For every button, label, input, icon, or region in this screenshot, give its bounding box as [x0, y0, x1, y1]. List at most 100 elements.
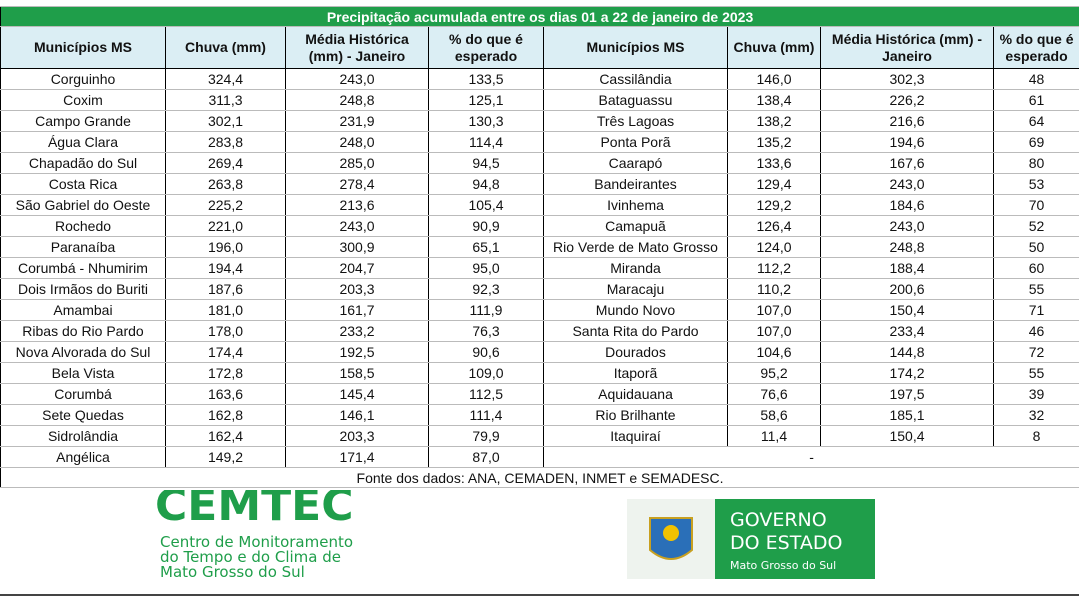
historical-mean: 233,4	[820, 320, 994, 342]
percent-expected: 70	[992, 194, 1079, 216]
empty-cell: -	[542, 446, 1079, 468]
historical-mean: 203,3	[285, 278, 429, 300]
percent-expected: 55	[992, 278, 1079, 300]
historical-mean: 248,8	[285, 89, 429, 111]
rain-mm: 178,0	[165, 320, 286, 342]
historical-mean: 302,3	[820, 68, 994, 90]
rain-mm: 283,8	[165, 131, 286, 153]
historical-mean: 233,2	[285, 320, 429, 342]
percent-expected: 60	[992, 257, 1079, 279]
rain-mm: 133,6	[727, 152, 821, 174]
rain-mm: 138,4	[727, 89, 821, 111]
municipality: Bela Vista	[0, 362, 166, 384]
historical-mean: 192,5	[285, 341, 429, 363]
table-row: Água Clara 283,8 248,0 114,4 Ponta Porã 135,2…	[0, 131, 1079, 153]
historical-mean: 226,2	[820, 89, 994, 111]
historical-mean: 150,4	[820, 425, 994, 447]
column-header: Chuva (mm)	[727, 26, 821, 69]
percent-expected: 50	[992, 236, 1079, 258]
historical-mean: 194,6	[820, 131, 994, 153]
percent-expected: 80	[992, 152, 1079, 174]
historical-mean: 184,6	[820, 194, 994, 216]
municipality: Caarapó	[543, 152, 728, 174]
municipality: Santa Rita do Pardo	[543, 320, 728, 342]
historical-mean: 167,6	[820, 152, 994, 174]
municipality: Itaquiraí	[543, 425, 728, 447]
historical-mean: 146,1	[285, 404, 429, 426]
table-row: Sidrolândia 162,4 203,3 79,9 Itaquiraí 11,4 15…	[0, 425, 1079, 447]
governo-line: DO ESTADO	[730, 532, 842, 554]
municipality: Rio Brilhante	[543, 404, 728, 426]
percent-expected: 95,0	[428, 257, 544, 279]
municipality: Angélica	[0, 446, 166, 468]
municipality: Sidrolândia	[0, 425, 166, 447]
rain-mm: 174,4	[165, 341, 286, 363]
historical-mean: 161,7	[285, 299, 429, 321]
percent-expected: 114,4	[428, 131, 544, 153]
governo-line: GOVERNO	[730, 509, 827, 531]
percent-expected: 55	[992, 362, 1079, 384]
rain-mm: 107,0	[727, 320, 821, 342]
percent-expected: 109,0	[428, 362, 544, 384]
source-note: Fonte dos dados: ANA, CEMADEN, INMET e S…	[0, 467, 1079, 488]
historical-mean: 144,8	[820, 341, 994, 363]
percent-expected: 111,4	[428, 404, 544, 426]
table-row: Chapadão do Sul 269,4 285,0 94,5 Caarapó 133,…	[0, 152, 1079, 174]
historical-mean: 278,4	[285, 173, 429, 195]
historical-mean: 188,4	[820, 257, 994, 279]
percent-expected: 8	[992, 425, 1079, 447]
cemtec-line: Centro de Monitoramento	[160, 533, 353, 551]
column-header: % do que é esperado	[992, 26, 1079, 69]
municipality: Paranaíba	[0, 236, 166, 258]
municipality: Rio Verde de Mato Grosso	[543, 236, 728, 258]
municipality: Sete Quedas	[0, 404, 166, 426]
historical-mean: 200,6	[820, 278, 994, 300]
rain-mm: 302,1	[165, 110, 286, 132]
percent-expected: 105,4	[428, 194, 544, 216]
municipality: Dois Irmãos do Buriti	[0, 278, 166, 300]
percent-expected: 61	[992, 89, 1079, 111]
historical-mean: 150,4	[820, 299, 994, 321]
percent-expected: 94,5	[428, 152, 544, 174]
municipality: Cassilândia	[543, 68, 728, 90]
percent-expected: 125,1	[428, 89, 544, 111]
historical-mean: 171,4	[285, 446, 429, 468]
column-header: Média Histórica (mm) - Janeiro	[820, 26, 994, 69]
municipality: Corumbá	[0, 383, 166, 405]
rain-mm: 187,6	[165, 278, 286, 300]
municipality: Maracaju	[543, 278, 728, 300]
historical-mean: 243,0	[820, 173, 994, 195]
rain-mm: 181,0	[165, 299, 286, 321]
municipality: Nova Alvorada do Sul	[0, 341, 166, 363]
rain-mm: 129,4	[727, 173, 821, 195]
percent-expected: 71	[992, 299, 1079, 321]
table-row: Sete Quedas 162,8 146,1 111,4 Rio Brilhante 5…	[0, 404, 1079, 426]
municipality: Chapadão do Sul	[0, 152, 166, 174]
percent-expected: 79,9	[428, 425, 544, 447]
rain-mm: 221,0	[165, 215, 286, 237]
header-row: Municípios MS Chuva (mm) Média Histórica (…	[0, 26, 1079, 69]
percent-expected: 87,0	[428, 446, 544, 468]
municipality: Amambai	[0, 299, 166, 321]
column-header: Municípios MS	[543, 26, 728, 69]
percent-expected: 53	[992, 173, 1079, 195]
table-row: São Gabriel do Oeste 225,2 213,6 105,4 Ivinh…	[0, 194, 1079, 216]
percent-expected: 52	[992, 215, 1079, 237]
historical-mean: 248,8	[820, 236, 994, 258]
rain-mm: 110,2	[727, 278, 821, 300]
table-row: Coxim 311,3 248,8 125,1 Bataguassu 138,4 226,2…	[0, 89, 1079, 111]
governo-box	[715, 499, 875, 579]
historical-mean: 197,5	[820, 383, 994, 405]
rain-mm: 126,4	[727, 215, 821, 237]
table-title: Precipitação acumulada entre os dias 01 …	[0, 6, 1079, 27]
table-row: Costa Rica 263,8 278,4 94,8 Bandeirantes 129,…	[0, 173, 1079, 195]
cemtec-line: Mato Grosso do Sul	[160, 563, 305, 581]
percent-expected: 65,1	[428, 236, 544, 258]
municipality: Dourados	[543, 341, 728, 363]
municipality: Aquidauana	[543, 383, 728, 405]
historical-mean: 248,0	[285, 131, 429, 153]
rain-mm: 135,2	[727, 131, 821, 153]
percent-expected: 133,5	[428, 68, 544, 90]
percent-expected: 48	[992, 68, 1079, 90]
percent-expected: 94,8	[428, 173, 544, 195]
